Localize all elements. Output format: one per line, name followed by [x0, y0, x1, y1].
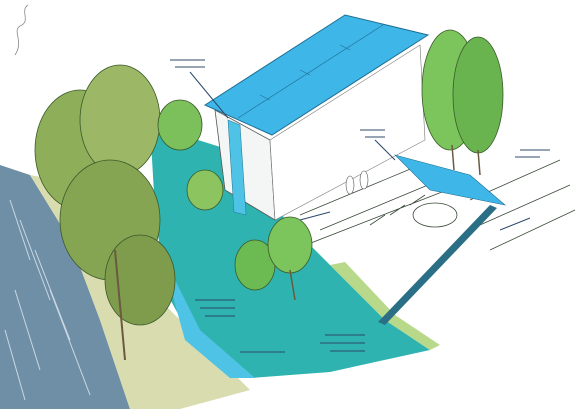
sky-scribble [14, 4, 29, 56]
trees-right [421, 29, 504, 176]
pipe [378, 205, 497, 325]
parking-lines [279, 159, 576, 256]
roof [203, 14, 430, 136]
downspout [227, 119, 247, 216]
roof-lines [237, 24, 384, 119]
trees-left [34, 64, 224, 361]
river-ripples [4, 199, 91, 401]
swale-channel [160, 250, 255, 378]
swale-edge [330, 262, 440, 350]
trees-middle [234, 216, 313, 301]
permeable-strip [393, 154, 507, 206]
river [0, 165, 130, 409]
annotation-scribbles [170, 59, 550, 353]
planters [345, 170, 369, 195]
building-side [269, 44, 426, 221]
